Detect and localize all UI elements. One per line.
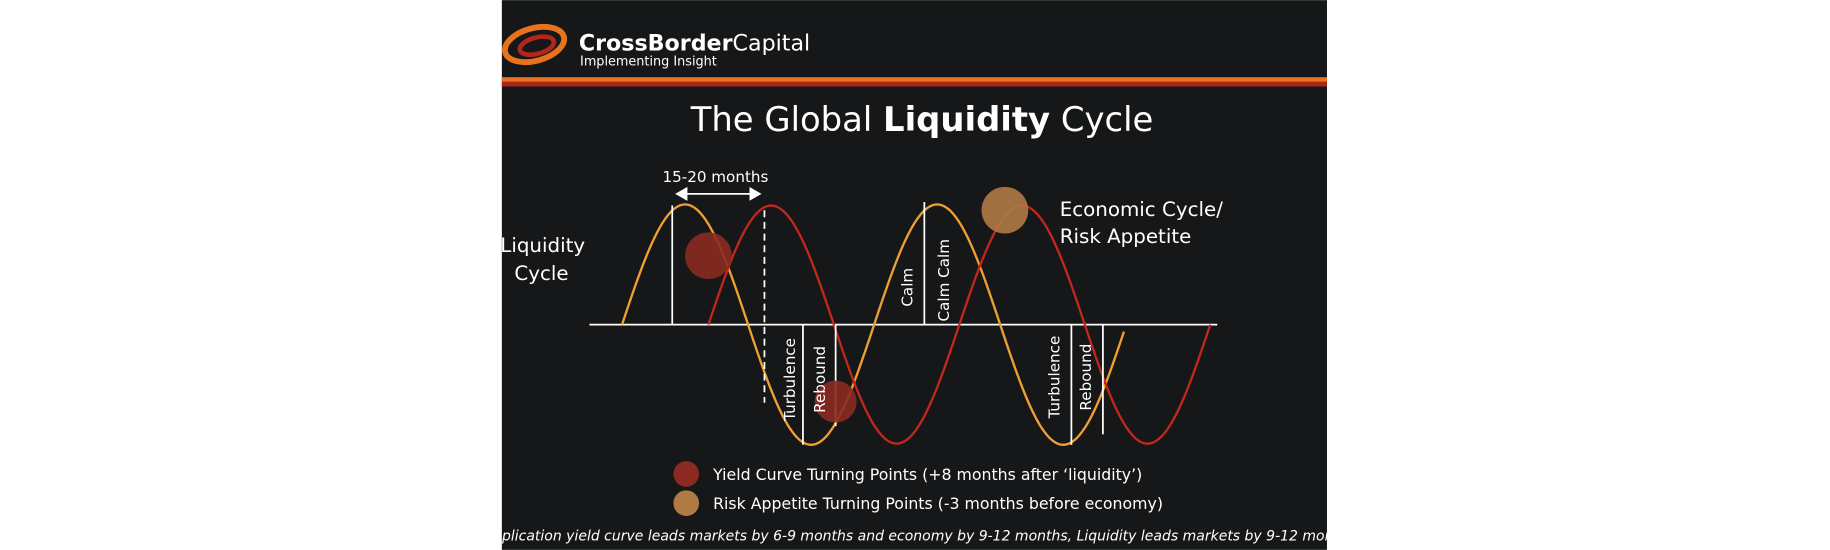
phase-label: Turbulence (1046, 336, 1064, 420)
curve-label: Liquidity (500, 234, 585, 257)
risk-turning-point (981, 186, 1029, 234)
stripe (501, 77, 1327, 82)
phase-label: Calm Calm (935, 239, 953, 322)
phase-label: Turbulence (781, 338, 799, 422)
phase-label: Rebound (1077, 344, 1095, 411)
logo-name: CrossBorderCapital (579, 30, 810, 56)
legend-swatch (673, 490, 700, 517)
curve-label: Economic Cycle/ (1060, 198, 1223, 221)
curve-label: Cycle (514, 262, 568, 285)
logo-tagline: Implementing Insight (580, 55, 717, 70)
stripe (501, 81, 1327, 87)
curve-label: Risk Appetite (1060, 225, 1192, 248)
phase-lines (671, 202, 1104, 445)
phase-label: Rebound (811, 346, 829, 413)
economic-curve (707, 204, 1212, 445)
legend-label: Yield Curve Turning Points (+8 months af… (712, 465, 1142, 484)
phase-label: Calm (899, 268, 917, 307)
liquidity-curve (620, 203, 1126, 446)
footnote: Implication yield curve leads markets by… (484, 529, 1355, 545)
title: The Global Liquidity Cycle (690, 100, 1154, 139)
legend-label: Risk Appetite Turning Points (-3 months … (713, 494, 1163, 513)
logo: CrossBorderCapital Implementing Insight (501, 23, 810, 70)
period-label: 15-20 months (662, 168, 768, 186)
legend-swatch (673, 461, 700, 487)
yield-turning-point (814, 380, 857, 423)
yield-turning-point (685, 232, 732, 280)
